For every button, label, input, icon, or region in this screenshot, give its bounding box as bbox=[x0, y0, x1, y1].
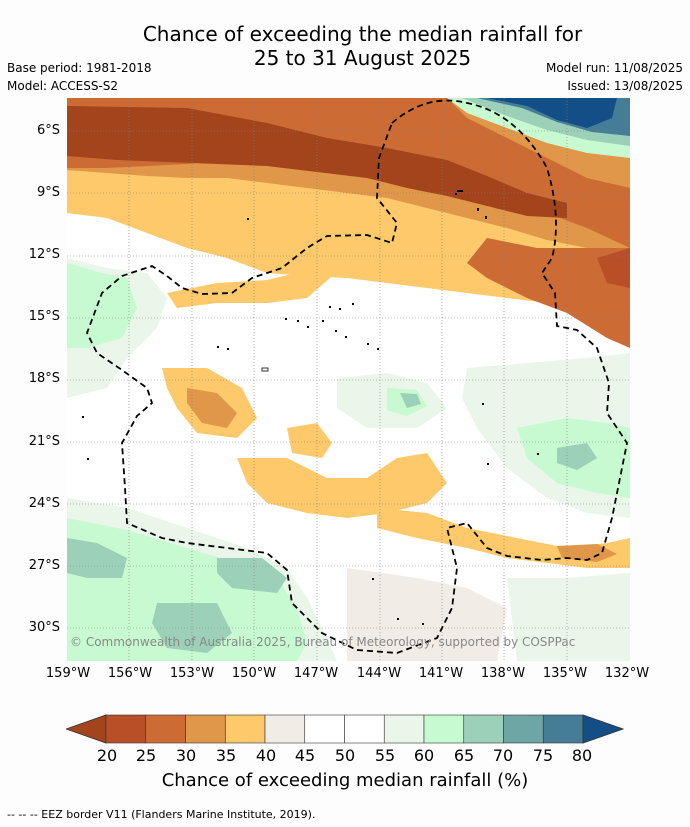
colorbar bbox=[66, 714, 624, 744]
lat-label: 15°S bbox=[28, 309, 60, 324]
issued-date: Issued: 13/08/2025 bbox=[567, 79, 683, 93]
colorbar-swatch bbox=[503, 714, 544, 744]
colorbar-tick: 35 bbox=[215, 746, 237, 765]
lon-label: 144°W bbox=[356, 666, 402, 681]
lat-label: 18°S bbox=[28, 371, 60, 386]
wet-south-60 bbox=[507, 573, 630, 661]
lon-label: 147°W bbox=[293, 666, 339, 681]
dry-south-east-30 bbox=[557, 544, 617, 562]
grid-lines bbox=[67, 98, 630, 661]
colorbar-swatch bbox=[463, 714, 504, 744]
colorbar-swatch bbox=[224, 714, 266, 744]
eez-legend-footer: -- -- -- EEZ border V11 (Flanders Marine… bbox=[7, 808, 316, 821]
colorbar-swatch bbox=[145, 714, 186, 744]
colorbar-swatch bbox=[264, 714, 306, 744]
colorbar-tick: 75 bbox=[532, 746, 554, 765]
lat-label: 21°S bbox=[28, 434, 60, 449]
colorbar-tick: 50 bbox=[334, 746, 356, 765]
lon-label: 135°W bbox=[542, 666, 588, 681]
colorbar-swatch bbox=[542, 714, 584, 744]
dry-south-band-35 bbox=[237, 453, 447, 518]
meta-left: Base period: 1981-2018 Model: ACCESS-S2 bbox=[7, 59, 152, 95]
lon-label: 141°W bbox=[418, 666, 464, 681]
dry-region-north-ribbon bbox=[167, 263, 347, 308]
model-name: Model: ACCESS-S2 bbox=[7, 79, 119, 93]
wet-central-70 bbox=[400, 393, 421, 408]
colorbar-tick: 25 bbox=[135, 746, 157, 765]
copyright-notice: © Commonwealth of Australia 2025, Bureau… bbox=[70, 635, 575, 649]
colorbar-swatch bbox=[423, 714, 465, 744]
wet-southwest-65 bbox=[67, 518, 307, 661]
colorbar-tick: 30 bbox=[175, 746, 197, 765]
colorbar-tick: 80 bbox=[571, 746, 593, 765]
colorbar-swatch bbox=[105, 714, 147, 744]
colorbar-swatch bbox=[185, 714, 226, 744]
colorbar-tick: 20 bbox=[96, 746, 118, 765]
lon-label: 132°W bbox=[604, 666, 650, 681]
near-normal-south bbox=[347, 568, 507, 661]
islands bbox=[82, 190, 539, 625]
lon-label: 156°W bbox=[107, 666, 153, 681]
colorbar-tick: 70 bbox=[492, 746, 514, 765]
lat-label: 30°S bbox=[28, 620, 60, 635]
lat-label: 9°S bbox=[36, 185, 60, 200]
colorbar-tick: 55 bbox=[374, 746, 396, 765]
title-line-2: 25 to 31 August 2025 bbox=[253, 46, 472, 70]
dry-region-east-25 bbox=[467, 238, 630, 348]
colorbar-tick: 40 bbox=[255, 746, 277, 765]
dry-region-east-20 bbox=[597, 248, 630, 288]
base-period: Base period: 1981-2018 bbox=[7, 61, 152, 75]
colorbar-tick: 45 bbox=[294, 746, 316, 765]
colorbar-label: Chance of exceeding median rainfall (%) bbox=[161, 770, 529, 791]
lat-label: 6°S bbox=[36, 123, 60, 138]
wet-southwest-70-b bbox=[217, 558, 287, 593]
lat-label: 24°S bbox=[28, 496, 60, 511]
colorbar-arrow-high bbox=[582, 714, 624, 744]
meta-right: Model run: 11/08/2025 Issued: 13/08/2025 bbox=[546, 59, 683, 95]
lon-label: 159°W bbox=[45, 666, 91, 681]
lat-label: 27°S bbox=[28, 558, 60, 573]
colorbar-tick: 60 bbox=[413, 746, 435, 765]
colorbar-arrow-low bbox=[66, 714, 107, 744]
wet-west-65 bbox=[67, 263, 137, 348]
eez-border-north bbox=[86, 99, 628, 654]
map-title: Chance of exceeding the median rainfall … bbox=[0, 22, 690, 70]
lat-label: 12°S bbox=[28, 247, 60, 262]
lon-label: 150°W bbox=[231, 666, 277, 681]
dry-central-30 bbox=[187, 388, 237, 428]
wet-southwest-70-a bbox=[67, 538, 127, 578]
model-run: Model run: 11/08/2025 bbox=[545, 61, 683, 75]
lon-label: 153°W bbox=[169, 666, 215, 681]
lon-label: 138°W bbox=[480, 666, 526, 681]
rainfall-map: © Commonwealth of Australia 2025, Bureau… bbox=[67, 98, 630, 661]
wet-corner-80 bbox=[487, 98, 617, 128]
colorbar-swatch bbox=[304, 714, 345, 744]
colorbar-swatch bbox=[344, 714, 385, 744]
wet-southwest-70-c bbox=[152, 603, 232, 653]
colorbar-swatch bbox=[383, 714, 425, 744]
colorbar-tick: 65 bbox=[453, 746, 475, 765]
dry-central-south-35 bbox=[287, 423, 332, 458]
title-line-1: Chance of exceeding the median rainfall … bbox=[142, 22, 583, 46]
